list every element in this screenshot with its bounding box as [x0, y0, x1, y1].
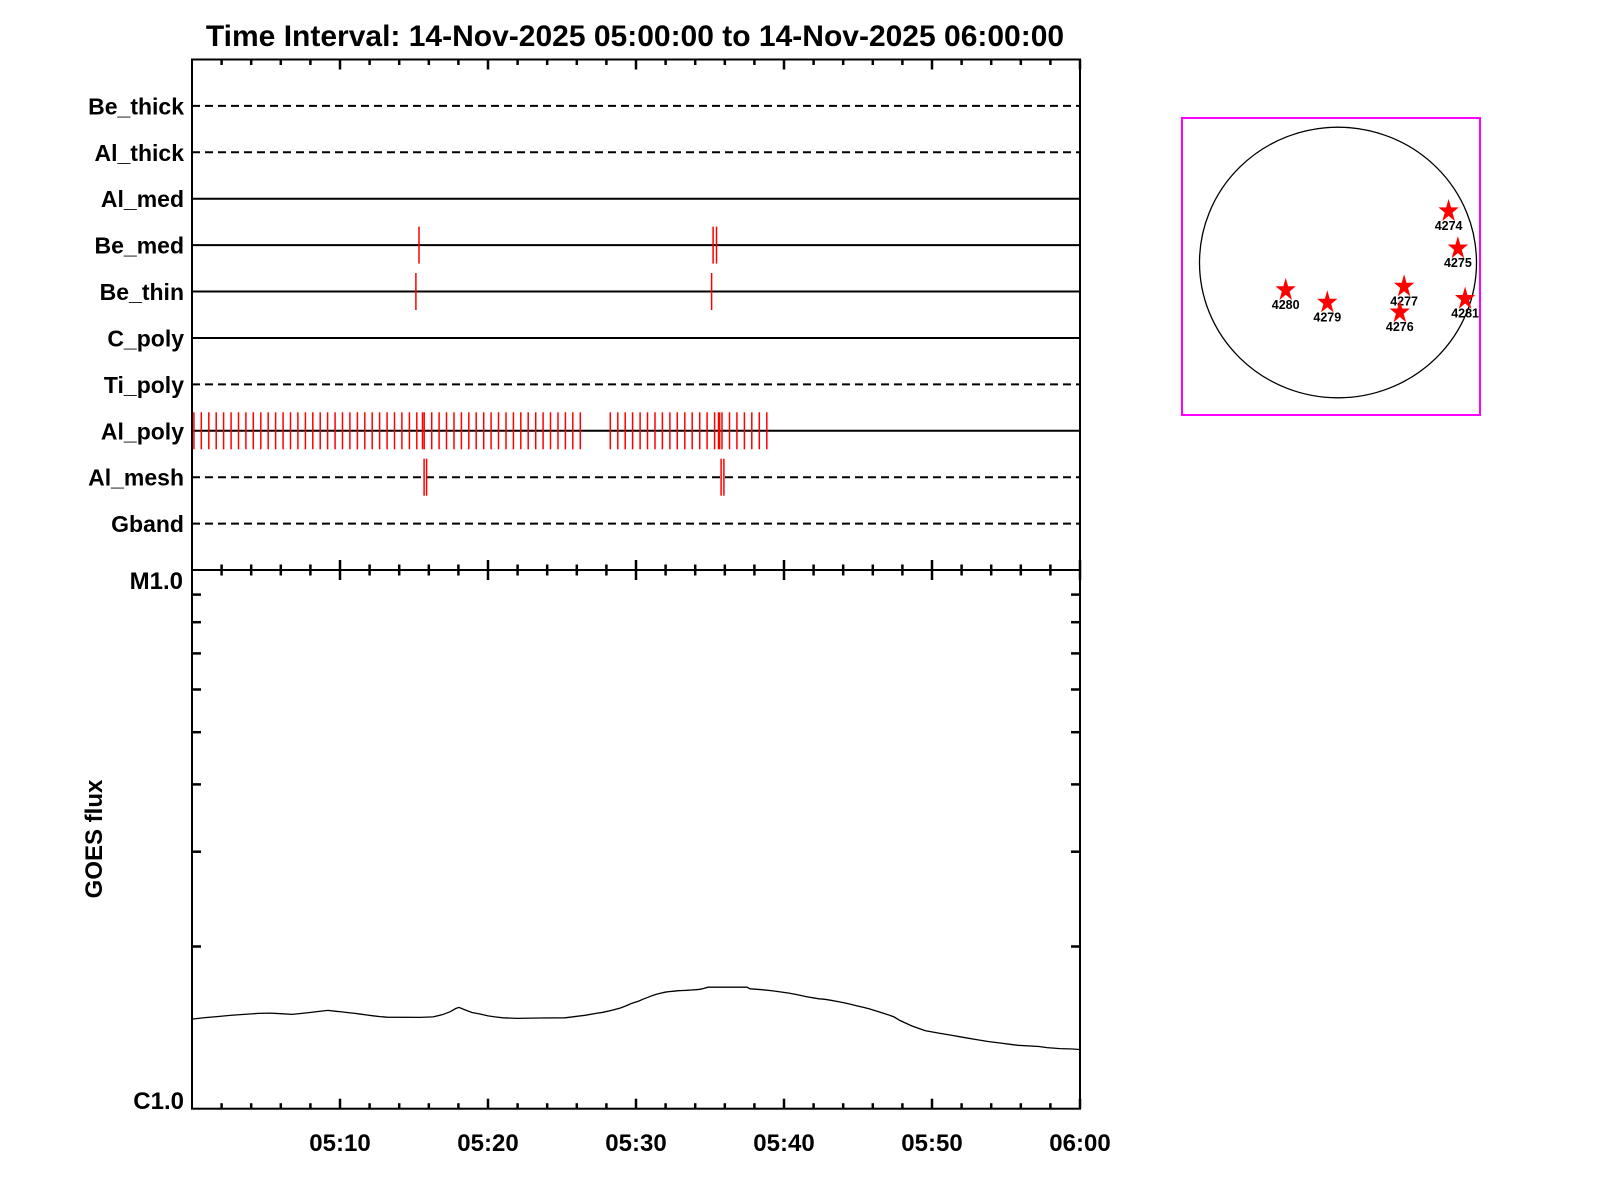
svg-text:GOES flux: GOES flux [81, 779, 108, 898]
svg-text:Be_thick: Be_thick [88, 93, 184, 119]
svg-text:05:10: 05:10 [309, 1130, 370, 1157]
svg-text:C_poly: C_poly [107, 326, 184, 352]
svg-text:Ti_poly: Ti_poly [104, 372, 184, 398]
svg-text:Al_mesh: Al_mesh [88, 465, 184, 491]
svg-text:4279: 4279 [1313, 310, 1341, 324]
svg-text:Al_med: Al_med [101, 186, 184, 212]
svg-text:05:50: 05:50 [901, 1130, 962, 1157]
svg-text:06:00: 06:00 [1049, 1130, 1110, 1157]
svg-text:05:30: 05:30 [605, 1130, 666, 1157]
svg-text:Al_thick: Al_thick [95, 140, 185, 166]
svg-text:05:20: 05:20 [457, 1130, 518, 1157]
svg-text:4276: 4276 [1386, 320, 1414, 334]
svg-text:4277: 4277 [1390, 294, 1418, 308]
svg-text:4274: 4274 [1435, 219, 1463, 233]
svg-text:Gband: Gband [111, 511, 184, 537]
svg-text:4281: 4281 [1451, 307, 1479, 321]
svg-text:Al_poly: Al_poly [101, 418, 184, 444]
svg-text:M1.0: M1.0 [130, 568, 183, 595]
svg-text:Be_thin: Be_thin [100, 279, 184, 305]
svg-text:C1.0: C1.0 [133, 1088, 184, 1115]
svg-text:Time Interval: 14-Nov-2025 05:: Time Interval: 14-Nov-2025 05:00:00 to 1… [206, 20, 1064, 53]
svg-text:Be_med: Be_med [95, 233, 184, 259]
svg-text:4280: 4280 [1272, 298, 1300, 312]
svg-text:05:40: 05:40 [753, 1130, 814, 1157]
svg-text:4275: 4275 [1444, 256, 1472, 270]
